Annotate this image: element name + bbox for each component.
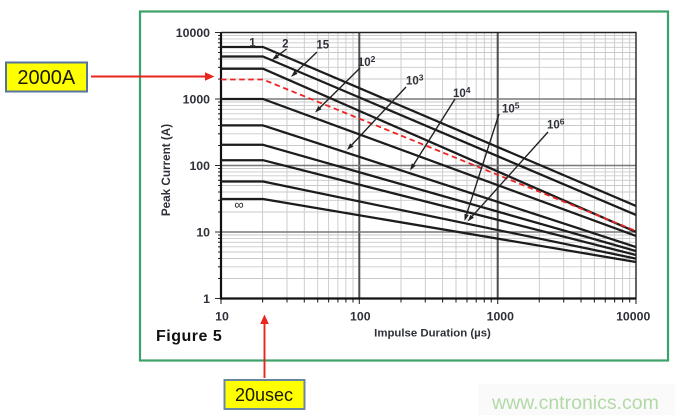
svg-text:Impulse Duration (µs): Impulse Duration (µs): [374, 327, 491, 339]
svg-text:1000: 1000: [487, 310, 515, 324]
svg-text:104: 104: [453, 85, 471, 100]
svg-text:∞: ∞: [234, 197, 243, 212]
svg-text:Peak Current (A): Peak Current (A): [160, 124, 173, 216]
svg-text:106: 106: [547, 117, 565, 132]
svg-text:20usec: 20usec: [235, 385, 293, 405]
svg-text:10: 10: [196, 226, 210, 240]
svg-text:102: 102: [358, 54, 376, 69]
svg-text:105: 105: [502, 101, 520, 116]
svg-text:10000: 10000: [616, 310, 650, 324]
svg-text:Figure 5: Figure 5: [156, 328, 222, 345]
svg-text:100: 100: [350, 310, 371, 324]
svg-text:15: 15: [316, 39, 329, 51]
svg-text:2: 2: [282, 38, 288, 50]
svg-text:10: 10: [215, 310, 229, 324]
svg-text:10000: 10000: [176, 26, 210, 40]
svg-text:103: 103: [406, 72, 424, 87]
svg-text:1: 1: [203, 292, 210, 306]
svg-text:100: 100: [189, 159, 210, 173]
svg-text:1000: 1000: [183, 93, 211, 107]
svg-text:1: 1: [249, 37, 256, 49]
svg-text:2000A: 2000A: [17, 67, 75, 89]
svg-text:www.cntronics.com: www.cntronics.com: [491, 392, 659, 414]
